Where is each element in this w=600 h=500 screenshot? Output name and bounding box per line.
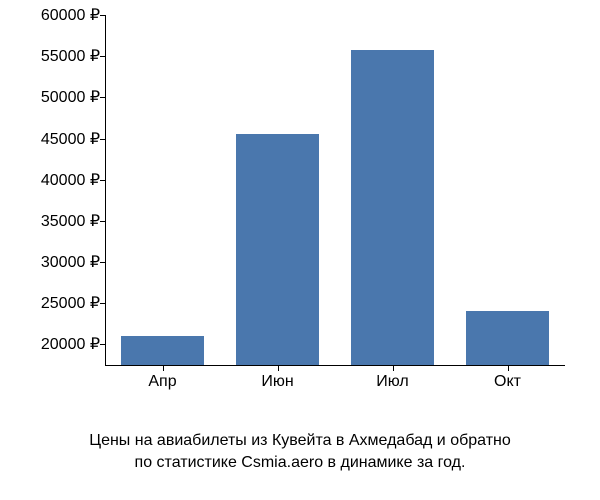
x-tick: [163, 365, 164, 371]
x-axis-line: [105, 365, 565, 366]
x-tick: [393, 365, 394, 371]
x-tick-label: Июл: [376, 373, 408, 391]
y-tick-label: 30000 ₽: [41, 252, 100, 272]
y-tick-label: 20000 ₽: [41, 334, 100, 354]
chart-caption: Цены на авиабилеты из Кувейта в Ахмедаба…: [0, 430, 600, 473]
bar: [236, 134, 319, 365]
y-tick-label: 40000 ₽: [41, 170, 100, 190]
x-tick: [278, 365, 279, 371]
y-tick-label: 35000 ₽: [41, 211, 100, 231]
bar: [121, 336, 204, 365]
y-tick-label: 55000 ₽: [41, 46, 100, 66]
y-tick-label: 60000 ₽: [41, 5, 100, 25]
chart-container: 20000 ₽ 25000 ₽ 30000 ₽ 35000 ₽ 40000 ₽ 45000…: [15, 15, 585, 415]
caption-line-2: по статистике Csmia.aero в динамике за г…: [0, 452, 600, 474]
caption-line-1: Цены на авиабилеты из Кувейта в Ахмедаба…: [0, 430, 600, 452]
y-tick-label: 50000 ₽: [41, 87, 100, 107]
x-tick-label: Апр: [148, 373, 176, 391]
plot-area: [105, 15, 565, 365]
x-tick-label: Июн: [261, 373, 293, 391]
bar: [351, 50, 434, 365]
bar: [466, 311, 549, 365]
x-tick-label: Окт: [494, 373, 521, 391]
x-tick: [508, 365, 509, 371]
y-tick-label: 25000 ₽: [41, 293, 100, 313]
y-tick-label: 45000 ₽: [41, 129, 100, 149]
